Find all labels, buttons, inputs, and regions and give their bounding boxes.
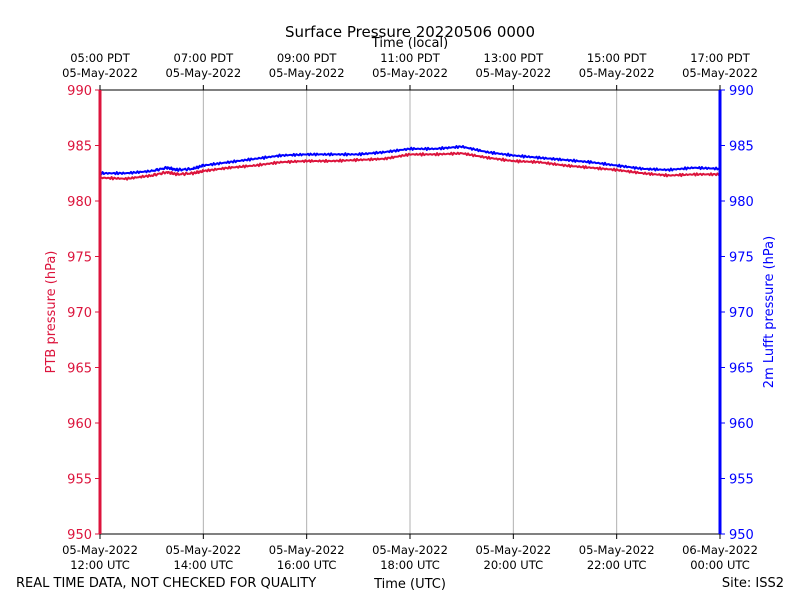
top-tick-date: 05-May-2022 <box>165 66 241 80</box>
left-y-axis-label: PTB pressure (hPa) <box>44 251 59 374</box>
bottom-tick-time: 12:00 UTC <box>70 558 130 572</box>
series-line-ptb <box>99 151 721 181</box>
top-tick-time: 11:00 PDT <box>380 51 441 65</box>
left-tick-label: 975 <box>67 251 92 266</box>
left-tick-label: 955 <box>67 473 92 488</box>
chart-title: Surface Pressure 20220506 0000 <box>285 23 535 41</box>
top-tick-date: 05-May-2022 <box>579 66 655 80</box>
bottom-tick-time: 16:00 UTC <box>277 558 337 572</box>
right-tick-label: 955 <box>729 473 754 488</box>
top-tick-time: 17:00 PDT <box>690 51 751 65</box>
bottom-tick-time: 18:00 UTC <box>380 558 440 572</box>
top-x-axis-label: Time (local) <box>371 36 448 51</box>
top-tick-time: 05:00 PDT <box>70 51 131 65</box>
site-label: Site: ISS2 <box>721 576 784 591</box>
bottom-tick-time: 00:00 UTC <box>690 558 750 572</box>
bottom-tick-date: 05-May-2022 <box>165 543 241 557</box>
right-tick-label: 985 <box>729 140 754 155</box>
top-tick-date: 05-May-2022 <box>62 66 138 80</box>
right-tick-label: 950 <box>729 528 754 543</box>
right-tick-label: 970 <box>729 306 754 321</box>
left-tick-label: 950 <box>67 528 92 543</box>
left-y-axis: 950 955 960 965 970 975 980 985 990 <box>67 84 100 543</box>
top-tick-time: 13:00 PDT <box>484 51 545 65</box>
bottom-tick-time: 20:00 UTC <box>484 558 544 572</box>
top-tick-date: 05-May-2022 <box>269 66 345 80</box>
bottom-tick-time: 22:00 UTC <box>587 558 647 572</box>
top-tick-date: 05-May-2022 <box>475 66 551 80</box>
left-tick-label: 985 <box>67 140 92 155</box>
bottom-tick-date: 05-May-2022 <box>372 543 448 557</box>
top-tick-time: 09:00 PDT <box>277 51 338 65</box>
right-tick-label: 975 <box>729 251 754 266</box>
right-tick-label: 990 <box>729 84 754 99</box>
series-line-lufft <box>99 145 721 176</box>
right-y-axis-label: 2m Lufft pressure (hPa) <box>762 236 777 388</box>
top-tick-time: 07:00 PDT <box>174 51 235 65</box>
top-tick-date: 05-May-2022 <box>372 66 448 80</box>
left-tick-label: 980 <box>67 195 92 210</box>
right-tick-label: 980 <box>729 195 754 210</box>
series-layer <box>99 145 721 181</box>
left-tick-label: 965 <box>67 362 92 377</box>
bottom-tick-date: 05-May-2022 <box>269 543 345 557</box>
right-tick-label: 965 <box>729 362 754 377</box>
top-tick-date: 05-May-2022 <box>682 66 758 80</box>
left-tick-label: 960 <box>67 417 92 432</box>
right-y-axis: 950 955 960 965 970 975 980 985 990 <box>720 84 754 543</box>
bottom-tick-date: 06-May-2022 <box>682 543 758 557</box>
right-tick-label: 960 <box>729 417 754 432</box>
bottom-tick-date: 05-May-2022 <box>62 543 138 557</box>
bottom-tick-date: 05-May-2022 <box>475 543 551 557</box>
gridlines <box>202 90 618 534</box>
bottom-tick-date: 05-May-2022 <box>579 543 655 557</box>
quality-disclaimer: REAL TIME DATA, NOT CHECKED FOR QUALITY <box>16 576 317 591</box>
left-tick-label: 970 <box>67 306 92 321</box>
top-tick-time: 15:00 PDT <box>587 51 648 65</box>
bottom-x-axis-label: Time (UTC) <box>374 577 446 592</box>
left-tick-label: 990 <box>67 84 92 99</box>
bottom-tick-time: 14:00 UTC <box>174 558 234 572</box>
